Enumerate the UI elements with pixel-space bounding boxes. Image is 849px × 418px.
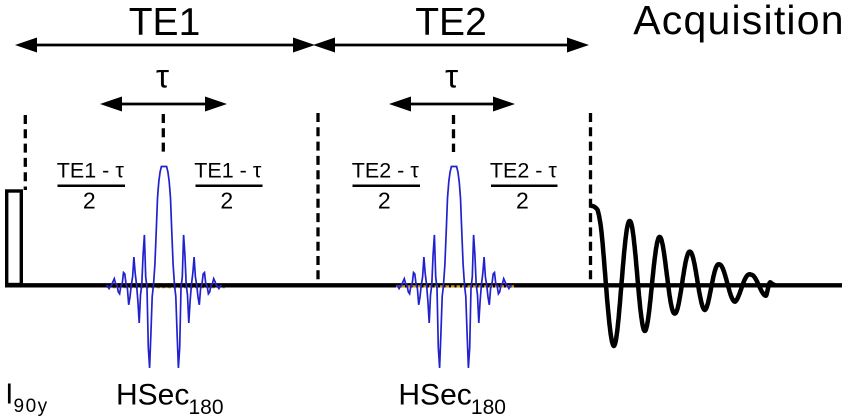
svg-text:τ: τ <box>156 58 169 95</box>
svg-text:90y: 90y <box>14 396 49 417</box>
svg-text:180: 180 <box>471 396 506 418</box>
svg-text:τ: τ <box>445 58 458 95</box>
svg-text:TE1 - τ: TE1 - τ <box>57 159 125 183</box>
svg-text:TE2 - τ: TE2 - τ <box>490 159 558 183</box>
svg-text:TE2 - τ: TE2 - τ <box>352 159 420 183</box>
svg-text:HSec: HSec <box>398 378 471 411</box>
svg-text:2: 2 <box>378 188 391 214</box>
svg-text:2: 2 <box>220 188 233 214</box>
svg-text:Acquisition: Acquisition <box>633 0 844 43</box>
svg-text:TE2: TE2 <box>415 1 487 44</box>
svg-text:TE1 - τ: TE1 - τ <box>194 159 262 183</box>
svg-text:TE1: TE1 <box>129 1 201 44</box>
svg-text:HSec: HSec <box>116 378 189 411</box>
svg-text:180: 180 <box>189 396 224 418</box>
svg-text:2: 2 <box>516 188 529 214</box>
svg-text:I: I <box>5 378 13 410</box>
svg-text:2: 2 <box>83 188 96 214</box>
